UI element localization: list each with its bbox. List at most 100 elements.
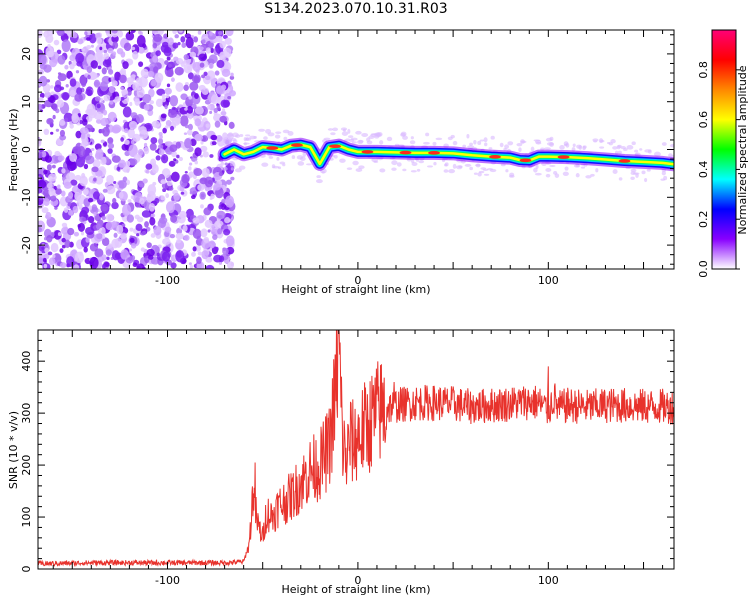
noise-blob (130, 30, 136, 34)
noise-blob (92, 159, 101, 168)
noise-blob (92, 191, 101, 200)
noise-blob (41, 246, 45, 250)
noise-blob (192, 112, 197, 116)
noise-blob (113, 183, 120, 189)
noise-blob (72, 32, 78, 39)
ridge-speckle (345, 138, 351, 142)
noise-blob (137, 149, 144, 156)
ridge-speckle (302, 152, 307, 158)
noise-blob (63, 181, 72, 189)
noise-blob (107, 148, 113, 154)
noise-blob (195, 245, 201, 252)
noise-blob (89, 33, 97, 44)
noise-blob (57, 184, 61, 189)
noise-blob (93, 177, 97, 182)
noise-blob (183, 132, 188, 136)
noise-blob (192, 228, 202, 239)
noise-blob (85, 237, 90, 243)
ridge-speckle (263, 136, 268, 140)
noise-blob (165, 201, 176, 214)
noise-blob (205, 47, 211, 54)
noise-blob (136, 216, 144, 223)
noise-blob (138, 30, 142, 35)
noise-blob (87, 197, 94, 203)
noise-blob (222, 108, 226, 112)
noise-blob (165, 125, 169, 129)
ridge-speckle (644, 149, 652, 153)
noise-blob (214, 120, 221, 128)
noise-blob (164, 104, 168, 110)
ridge-speckle (426, 165, 434, 168)
ridge-speckle (455, 165, 463, 170)
noise-blob (38, 179, 47, 189)
ridge-speckle (473, 139, 477, 145)
noise-blob (160, 154, 169, 164)
noise-blob (143, 142, 148, 148)
noise-blob (180, 93, 188, 100)
ridge-speckle (549, 164, 556, 167)
noise-blob (38, 250, 43, 255)
noise-blob (129, 227, 134, 232)
noise-blob (140, 68, 149, 78)
noise-blob (108, 86, 116, 94)
noise-blob (230, 176, 235, 181)
noise-blob (181, 173, 190, 184)
ridge-speckle (452, 140, 458, 146)
noise-blob (203, 71, 208, 77)
noise-blob (50, 131, 54, 135)
noise-blob (217, 30, 223, 36)
noise-blob (191, 76, 200, 83)
noise-blob (86, 66, 93, 74)
noise-blob (164, 60, 169, 66)
noise-blob (200, 140, 204, 145)
noise-blob (97, 256, 105, 263)
ridge-peak (329, 144, 342, 149)
colorbar-tick-label: 0.8 (697, 61, 710, 79)
noise-blob (132, 50, 139, 60)
noise-blob (99, 194, 104, 201)
ridge-speckle (631, 141, 636, 146)
noise-blob (153, 225, 162, 236)
noise-blob (199, 191, 206, 200)
noise-blob (76, 61, 83, 67)
noise-blob (111, 155, 121, 163)
noise-blob (80, 133, 86, 140)
noise-blob (101, 67, 107, 75)
noise-blob (66, 256, 75, 267)
ridge-speckle (477, 172, 482, 177)
noise-blob (109, 100, 114, 105)
noise-blob (83, 246, 88, 253)
ridge-speckle (267, 132, 275, 137)
noise-blob (170, 262, 177, 269)
noise-blob (184, 170, 188, 174)
noise-blob (199, 46, 204, 51)
noise-blob (107, 47, 114, 54)
noise-blob (46, 164, 52, 171)
noise-blob (102, 126, 110, 137)
noise-blob (220, 110, 227, 116)
ridge-speckle (549, 142, 554, 147)
noise-blob (223, 228, 231, 236)
noise-blob (162, 188, 167, 193)
ridge-speckle (411, 161, 418, 167)
noise-blob (153, 66, 159, 73)
noise-blob (188, 171, 194, 178)
noise-blob (50, 195, 57, 202)
ridge-speckle (433, 161, 437, 166)
noise-blob (116, 166, 121, 171)
colorbar-tick-label: 0.2 (697, 210, 710, 228)
noise-blob (68, 210, 74, 216)
noise-blob (38, 151, 43, 159)
noise-blob (145, 163, 153, 170)
noise-blob (229, 75, 235, 80)
noise-blob (200, 204, 204, 209)
ridge-speckle (639, 148, 643, 151)
noise-blob (81, 118, 88, 126)
ridge-speckle (232, 139, 238, 144)
noise-blob (101, 263, 106, 269)
noise-blob (188, 123, 193, 131)
ridge-speckle (661, 170, 666, 176)
snr-frame (37, 329, 675, 570)
ridge-speckle (646, 168, 651, 172)
noise-blob (130, 195, 134, 200)
